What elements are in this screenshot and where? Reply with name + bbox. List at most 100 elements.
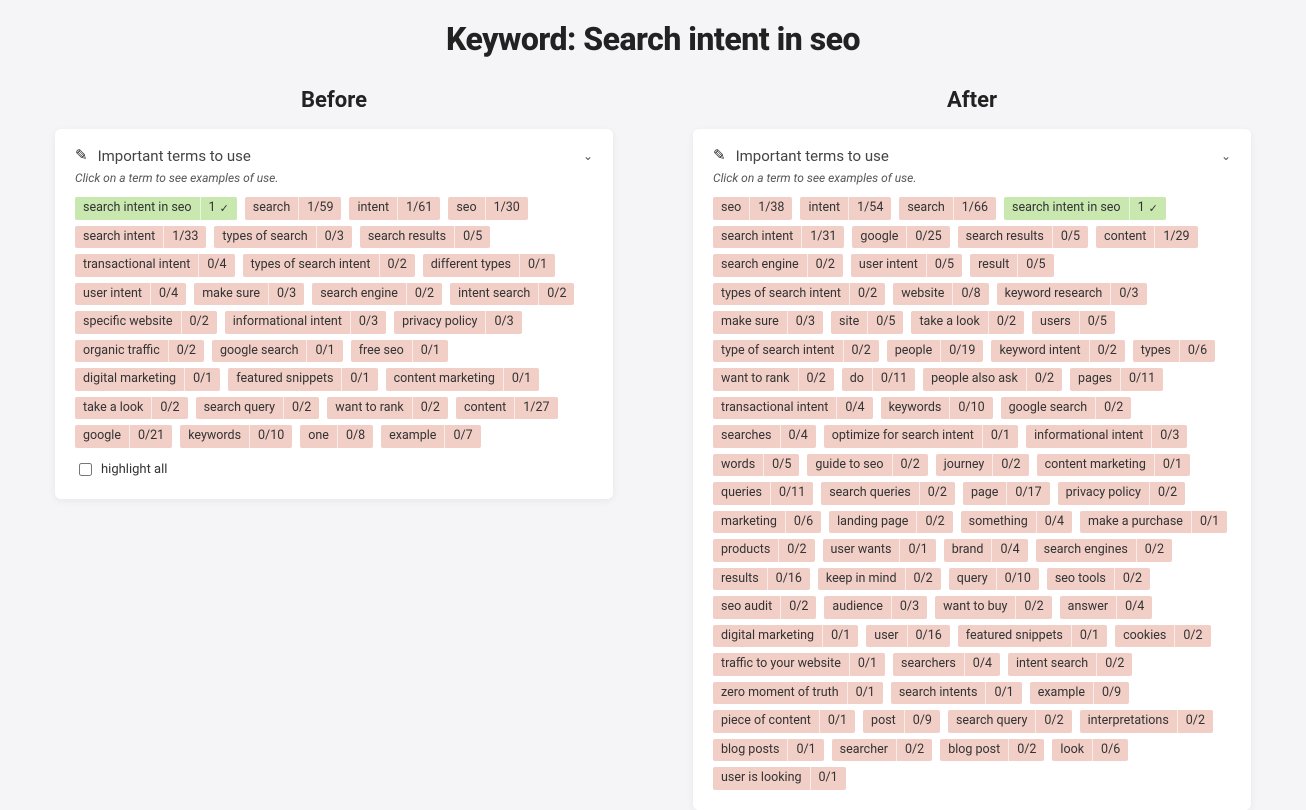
term-pill[interactable]: google search0/2 — [1001, 397, 1132, 420]
term-pill[interactable]: search intent in seo1✓ — [1004, 197, 1166, 220]
term-pill[interactable]: example0/9 — [1030, 682, 1130, 705]
term-pill[interactable]: search intents0/1 — [891, 682, 1022, 705]
term-pill[interactable]: take a look0/2 — [75, 397, 188, 420]
term-pill[interactable]: take a look0/2 — [911, 311, 1024, 334]
term-pill[interactable]: want to rank0/2 — [713, 368, 834, 391]
term-pill[interactable]: search results0/5 — [360, 226, 490, 249]
term-pill[interactable]: featured snippets0/1 — [958, 625, 1107, 648]
term-pill[interactable]: query0/10 — [949, 568, 1039, 591]
term-pill[interactable]: optimize for search intent0/1 — [824, 425, 1018, 448]
term-pill[interactable]: zero moment of truth0/1 — [713, 682, 883, 705]
term-pill[interactable]: brand0/4 — [944, 539, 1028, 562]
term-pill[interactable]: seo1/38 — [713, 197, 792, 220]
highlight-all-row[interactable]: highlight all — [75, 460, 593, 479]
term-pill[interactable]: informational intent0/3 — [1026, 425, 1187, 448]
term-pill[interactable]: blog posts0/1 — [713, 739, 824, 762]
term-pill[interactable]: search1/66 — [899, 197, 996, 220]
term-pill[interactable]: search engine0/2 — [713, 254, 843, 277]
term-pill[interactable]: search intent1/31 — [713, 226, 844, 249]
term-pill[interactable]: seo tools0/2 — [1047, 568, 1150, 591]
term-pill[interactable]: types0/6 — [1133, 340, 1215, 363]
term-pill[interactable]: result0/5 — [970, 254, 1053, 277]
term-pill[interactable]: searcher0/2 — [832, 739, 933, 762]
term-pill[interactable]: content marketing0/1 — [386, 368, 540, 391]
term-pill[interactable]: something0/4 — [961, 511, 1072, 534]
term-pill[interactable]: cookies0/2 — [1115, 625, 1210, 648]
term-pill[interactable]: privacy policy0/2 — [1058, 482, 1186, 505]
term-pill[interactable]: site0/5 — [831, 311, 903, 334]
term-pill[interactable]: informational intent0/3 — [225, 311, 386, 334]
term-pill[interactable]: keywords0/10 — [881, 397, 993, 420]
term-pill[interactable]: digital marketing0/1 — [713, 625, 858, 648]
term-pill[interactable]: keyword research0/3 — [997, 283, 1147, 306]
term-pill[interactable]: different types0/1 — [423, 254, 555, 277]
term-pill[interactable]: searchers0/4 — [893, 653, 1000, 676]
term-pill[interactable]: guide to seo0/2 — [807, 454, 927, 477]
term-pill[interactable]: make a purchase0/1 — [1080, 511, 1227, 534]
term-pill[interactable]: search intent1/33 — [75, 226, 206, 249]
term-pill[interactable]: search engine0/2 — [312, 283, 442, 306]
term-pill[interactable]: people also ask0/2 — [923, 368, 1062, 391]
term-pill[interactable]: search query0/2 — [948, 710, 1072, 733]
term-pill[interactable]: make sure0/3 — [713, 311, 823, 334]
term-pill[interactable]: blog post0/2 — [940, 739, 1044, 762]
edit-icon[interactable]: ✎ — [75, 148, 88, 163]
term-pill[interactable]: queries0/11 — [713, 482, 813, 505]
term-pill[interactable]: want to rank0/2 — [327, 397, 448, 420]
term-pill[interactable]: piece of content0/1 — [713, 710, 855, 733]
term-pill[interactable]: content1/29 — [1096, 226, 1198, 249]
term-pill[interactable]: user wants0/1 — [823, 539, 936, 562]
term-pill[interactable]: pages0/11 — [1070, 368, 1163, 391]
term-pill[interactable]: intent search0/2 — [1008, 653, 1132, 676]
term-pill[interactable]: products0/2 — [713, 539, 815, 562]
term-pill[interactable]: featured snippets0/1 — [228, 368, 377, 391]
term-pill[interactable]: transactional intent0/4 — [75, 254, 235, 277]
term-pill[interactable]: search1/59 — [245, 197, 342, 220]
term-pill[interactable]: look0/6 — [1052, 739, 1128, 762]
chevron-down-icon[interactable]: ⌄ — [583, 149, 593, 163]
term-pill[interactable]: results0/16 — [713, 568, 810, 591]
term-pill[interactable]: users0/5 — [1032, 311, 1115, 334]
edit-icon[interactable]: ✎ — [713, 148, 726, 163]
term-pill[interactable]: post0/9 — [863, 710, 940, 733]
term-pill[interactable]: type of search intent0/2 — [713, 340, 879, 363]
highlight-all-checkbox[interactable] — [79, 463, 92, 476]
term-pill[interactable]: interpretations0/2 — [1080, 710, 1213, 733]
term-pill[interactable]: types of search0/3 — [214, 226, 351, 249]
term-pill[interactable]: search results0/5 — [958, 226, 1088, 249]
term-pill[interactable]: keep in mind0/2 — [818, 568, 941, 591]
term-pill[interactable]: example0/7 — [381, 425, 481, 448]
term-pill[interactable]: privacy policy0/3 — [394, 311, 522, 334]
term-pill[interactable]: digital marketing0/1 — [75, 368, 220, 391]
term-pill[interactable]: user intent0/4 — [75, 283, 186, 306]
term-pill[interactable]: answer0/4 — [1060, 596, 1153, 619]
term-pill[interactable]: google0/21 — [75, 425, 172, 448]
term-pill[interactable]: seo audit0/2 — [713, 596, 816, 619]
term-pill[interactable]: intent1/54 — [800, 197, 891, 220]
term-pill[interactable]: user is looking0/1 — [713, 767, 846, 790]
term-pill[interactable]: seo1/30 — [448, 197, 527, 220]
term-pill[interactable]: page0/17 — [963, 482, 1050, 505]
term-pill[interactable]: google search0/1 — [212, 340, 343, 363]
term-pill[interactable]: people0/19 — [887, 340, 984, 363]
term-pill[interactable]: landing page0/2 — [829, 511, 953, 534]
term-pill[interactable]: keywords0/10 — [180, 425, 292, 448]
term-pill[interactable]: website0/8 — [893, 283, 988, 306]
term-pill[interactable]: user0/16 — [866, 625, 949, 648]
term-pill[interactable]: audience0/3 — [824, 596, 927, 619]
term-pill[interactable]: free seo0/1 — [351, 340, 448, 363]
term-pill[interactable]: keyword intent0/2 — [991, 340, 1124, 363]
term-pill[interactable]: make sure0/3 — [194, 283, 304, 306]
term-pill[interactable]: journey0/2 — [936, 454, 1029, 477]
term-pill[interactable]: content marketing0/1 — [1037, 454, 1191, 477]
term-pill[interactable]: search engines0/2 — [1036, 539, 1172, 562]
term-pill[interactable]: traffic to your website0/1 — [713, 653, 885, 676]
term-pill[interactable]: marketing0/6 — [713, 511, 821, 534]
term-pill[interactable]: searches0/4 — [713, 425, 816, 448]
term-pill[interactable]: words0/5 — [713, 454, 799, 477]
term-pill[interactable]: search intent in seo1✓ — [75, 197, 237, 220]
term-pill[interactable]: one0/8 — [300, 425, 373, 448]
term-pill[interactable]: search queries0/2 — [821, 482, 955, 505]
term-pill[interactable]: user intent0/5 — [851, 254, 962, 277]
term-pill[interactable]: types of search intent0/2 — [243, 254, 415, 277]
